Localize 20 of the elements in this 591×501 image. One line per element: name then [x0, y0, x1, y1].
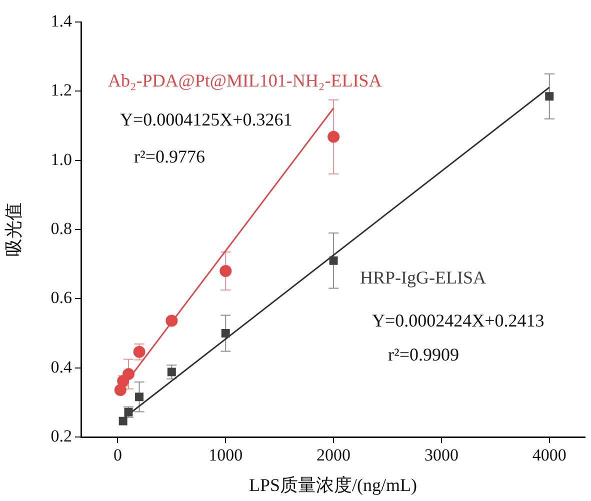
text: Ab₂-PDA@Pt@MIL101-NH₂-ELISA	[108, 70, 382, 91]
y-tick-label: 1.2	[50, 80, 72, 100]
x-tick-label: 4000	[532, 446, 566, 465]
x-tick-label: 0	[113, 446, 122, 465]
series-label: HRP-IgG-ELISA	[360, 268, 486, 288]
y-tick-label: 1.0	[50, 150, 72, 169]
y-tick-label: 0.2	[50, 426, 72, 446]
x-tick-label: 1000	[208, 446, 243, 465]
y-axis-title: 吸光值	[4, 202, 24, 256]
annotation: r²=0.9776	[134, 146, 206, 167]
y-tick-label: 0.6	[50, 288, 72, 308]
annotation: Y=0.0002424X+0.2413	[372, 310, 544, 331]
y-tick-label: 0.4	[50, 357, 72, 376]
x-tick-label: 2000	[316, 446, 351, 465]
y-tick-label: 1.4	[50, 11, 72, 30]
y-tick-label: 0.8	[50, 218, 72, 238]
x-axis-title: LPS质量浓度/(ng/mL)	[248, 474, 418, 495]
annotation: Y=0.0004125X+0.3261	[120, 110, 292, 130]
annotation: r²=0.9909	[388, 344, 460, 365]
x-tick-label: 3000	[424, 446, 458, 465]
